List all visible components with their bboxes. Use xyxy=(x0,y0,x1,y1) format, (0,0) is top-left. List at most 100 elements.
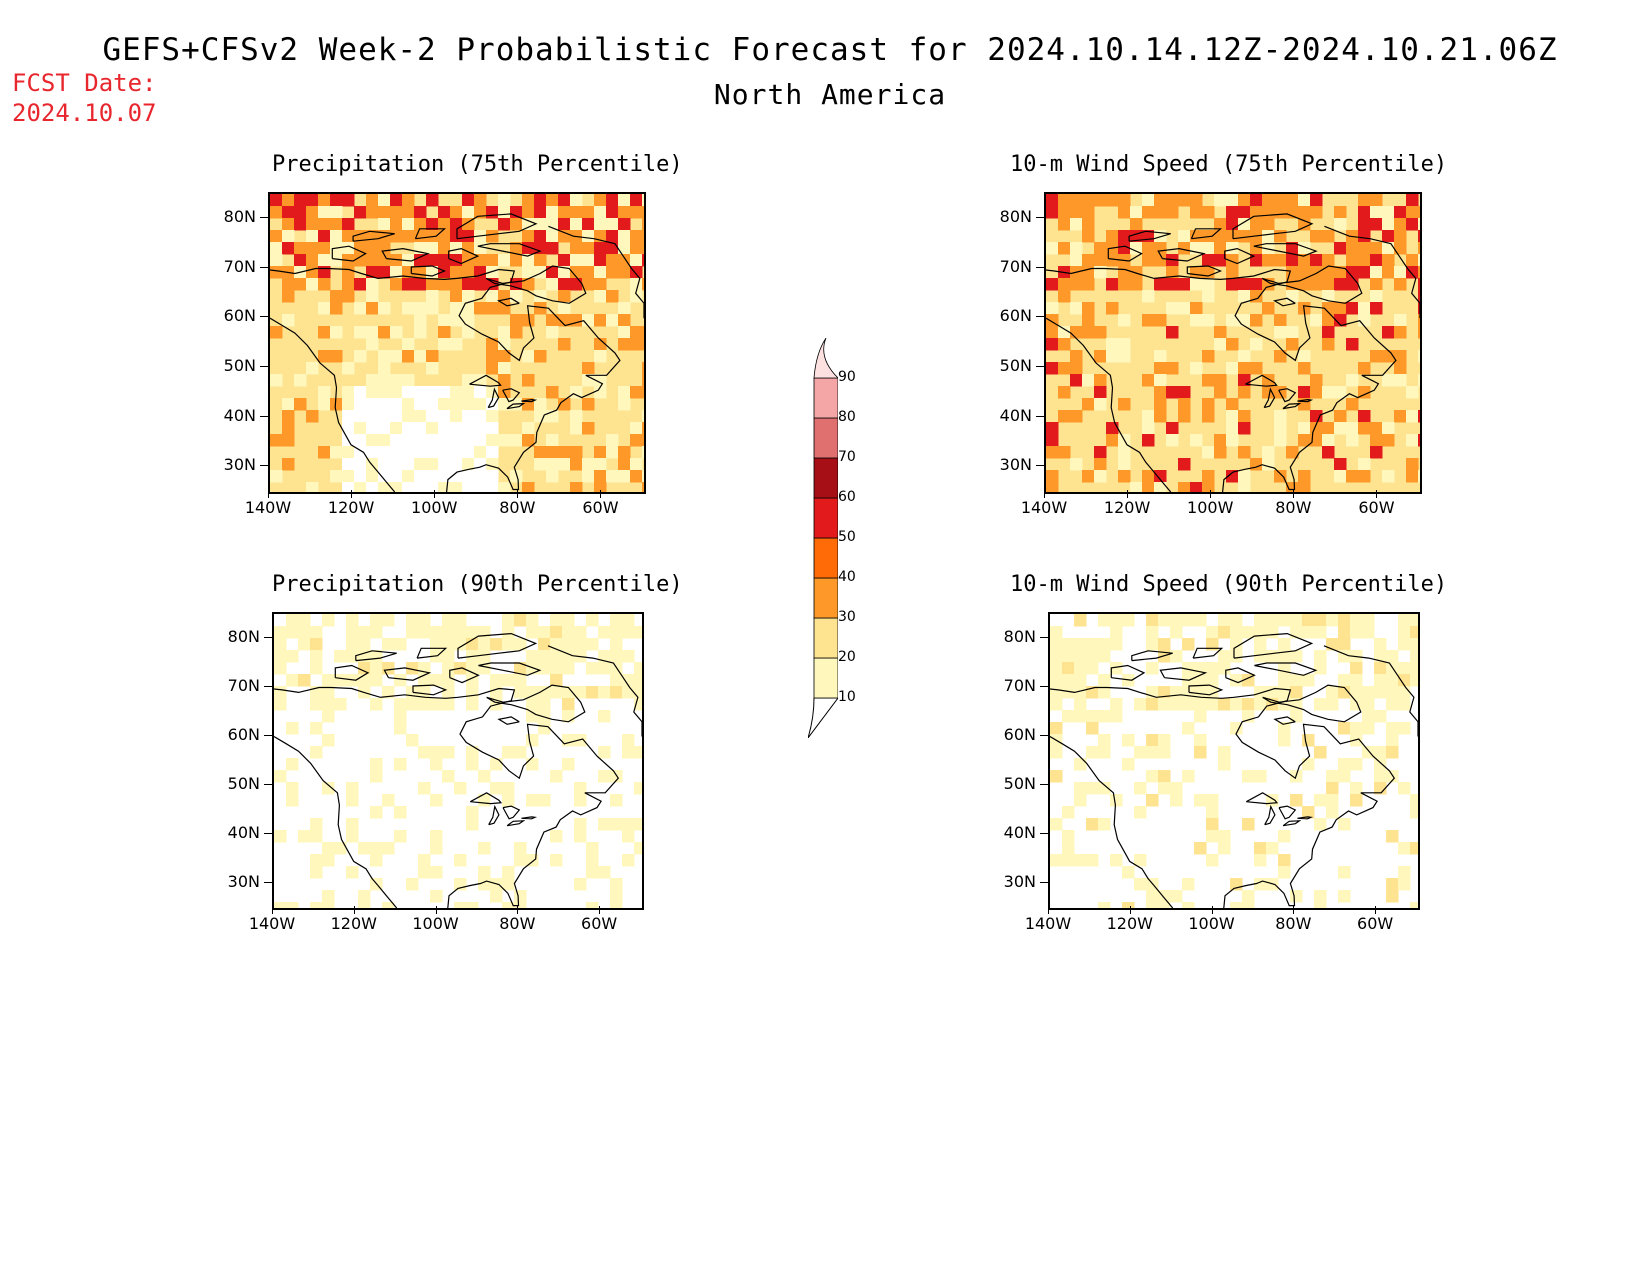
colorbar-segment xyxy=(813,497,838,539)
shaded-cell xyxy=(570,314,583,327)
shaded-cell xyxy=(486,266,499,279)
shaded-cell xyxy=(610,638,623,651)
shaded-cell xyxy=(306,482,319,492)
shaded-cell xyxy=(1266,650,1279,663)
shaded-cell xyxy=(382,794,395,807)
lon-tick-label: 80W xyxy=(1275,914,1312,933)
shaded-cell xyxy=(474,410,487,423)
shaded-cell xyxy=(546,458,559,471)
coastline-arctic-island xyxy=(477,243,542,257)
shaded-cell xyxy=(1146,698,1159,711)
shaded-cell xyxy=(390,422,403,435)
shaded-cell xyxy=(366,446,379,459)
shaded-cell xyxy=(402,194,415,207)
shaded-cell xyxy=(1310,314,1323,327)
shaded-cell xyxy=(1130,278,1143,291)
lat-tick-mark xyxy=(260,465,268,467)
shaded-cell xyxy=(418,782,431,795)
shaded-cell xyxy=(1082,230,1095,243)
shaded-cell xyxy=(330,302,343,315)
shaded-cell xyxy=(1406,266,1419,279)
shaded-cell xyxy=(1358,422,1371,435)
shaded-cell xyxy=(1358,242,1371,255)
shaded-cell xyxy=(1238,290,1251,303)
shaded-cell xyxy=(498,254,511,267)
lat-tick-label: 50N xyxy=(999,355,1032,375)
shaded-cell xyxy=(318,278,331,291)
shaded-cell xyxy=(474,422,487,435)
shaded-cell xyxy=(274,686,287,699)
lat-tick-label: 80N xyxy=(1003,626,1036,646)
shaded-cell xyxy=(1418,350,1420,363)
shaded-cell xyxy=(1166,254,1179,267)
shaded-cell xyxy=(1206,830,1219,843)
shaded-cell xyxy=(1058,290,1071,303)
shaded-cell xyxy=(1094,458,1107,471)
shaded-cell xyxy=(318,302,331,315)
shaded-cell xyxy=(1050,818,1063,831)
shaded-cell xyxy=(1170,614,1183,627)
shaded-cell xyxy=(1274,422,1287,435)
shaded-cell xyxy=(346,626,359,639)
shaded-cell xyxy=(1050,698,1063,711)
shaded-cell xyxy=(1094,350,1107,363)
shaded-cell xyxy=(402,398,415,411)
shaded-cell xyxy=(270,230,283,243)
lon-tick-mark xyxy=(1293,906,1295,914)
shaded-cell xyxy=(606,434,619,447)
shaded-cell xyxy=(1122,758,1135,771)
shaded-cell xyxy=(450,386,463,399)
shaded-cell xyxy=(454,626,467,639)
coastline-island xyxy=(1272,297,1296,307)
shaded-cell xyxy=(342,218,355,231)
shaded-cell xyxy=(1206,794,1219,807)
shaded-cell xyxy=(594,278,607,291)
shaded-cell xyxy=(1170,782,1183,795)
shaded-cell xyxy=(1214,374,1227,387)
shaded-cell xyxy=(1106,350,1119,363)
shaded-cell xyxy=(594,470,607,483)
shaded-cell xyxy=(1398,842,1411,855)
shaded-cell xyxy=(1262,446,1275,459)
shaded-cell xyxy=(406,698,419,711)
shaded-cell xyxy=(1410,794,1418,807)
shaded-cell xyxy=(1070,458,1083,471)
shaded-cell xyxy=(274,662,287,675)
shaded-cell xyxy=(514,746,527,759)
shaded-cell xyxy=(1202,350,1215,363)
shaded-cell xyxy=(502,878,515,891)
shaded-cell xyxy=(1230,878,1243,891)
shaded-cell xyxy=(1230,722,1243,735)
shaded-cell xyxy=(1302,626,1315,639)
shaded-cell xyxy=(418,674,431,687)
shaded-cell xyxy=(618,458,631,471)
shaded-cell xyxy=(1418,230,1420,243)
shaded-cell xyxy=(1254,878,1267,891)
shaded-cell xyxy=(606,266,619,279)
shaded-cell xyxy=(1238,470,1251,483)
coastline-arctic-island xyxy=(1188,684,1224,696)
shaded-cell xyxy=(354,206,367,219)
shaded-cell xyxy=(510,218,523,231)
shaded-cell xyxy=(1130,242,1143,255)
shaded-cell xyxy=(1062,806,1075,819)
shaded-cell xyxy=(1418,302,1420,315)
shaded-cell xyxy=(642,326,644,339)
shaded-cell xyxy=(526,758,539,771)
shaded-cell xyxy=(402,230,415,243)
chart-title: GEFS+CFSv2 Week-2 Probabilistic Forecast… xyxy=(102,32,1558,68)
shaded-cell xyxy=(1202,206,1215,219)
lat-tick-label: 80N xyxy=(227,626,260,646)
shaded-cell xyxy=(630,254,643,267)
shaded-cell xyxy=(1146,734,1159,747)
coastline-arctic-island xyxy=(1225,667,1256,684)
coastline-arctic-island xyxy=(1233,632,1314,659)
shaded-cell xyxy=(1286,338,1299,351)
shaded-cell xyxy=(1086,818,1099,831)
shaded-cell xyxy=(1074,698,1087,711)
shaded-cell xyxy=(370,698,383,711)
shaded-cell xyxy=(310,746,323,759)
shaded-cell xyxy=(534,410,547,423)
colorbar-segment xyxy=(813,417,838,459)
shaded-cell xyxy=(1218,746,1231,759)
